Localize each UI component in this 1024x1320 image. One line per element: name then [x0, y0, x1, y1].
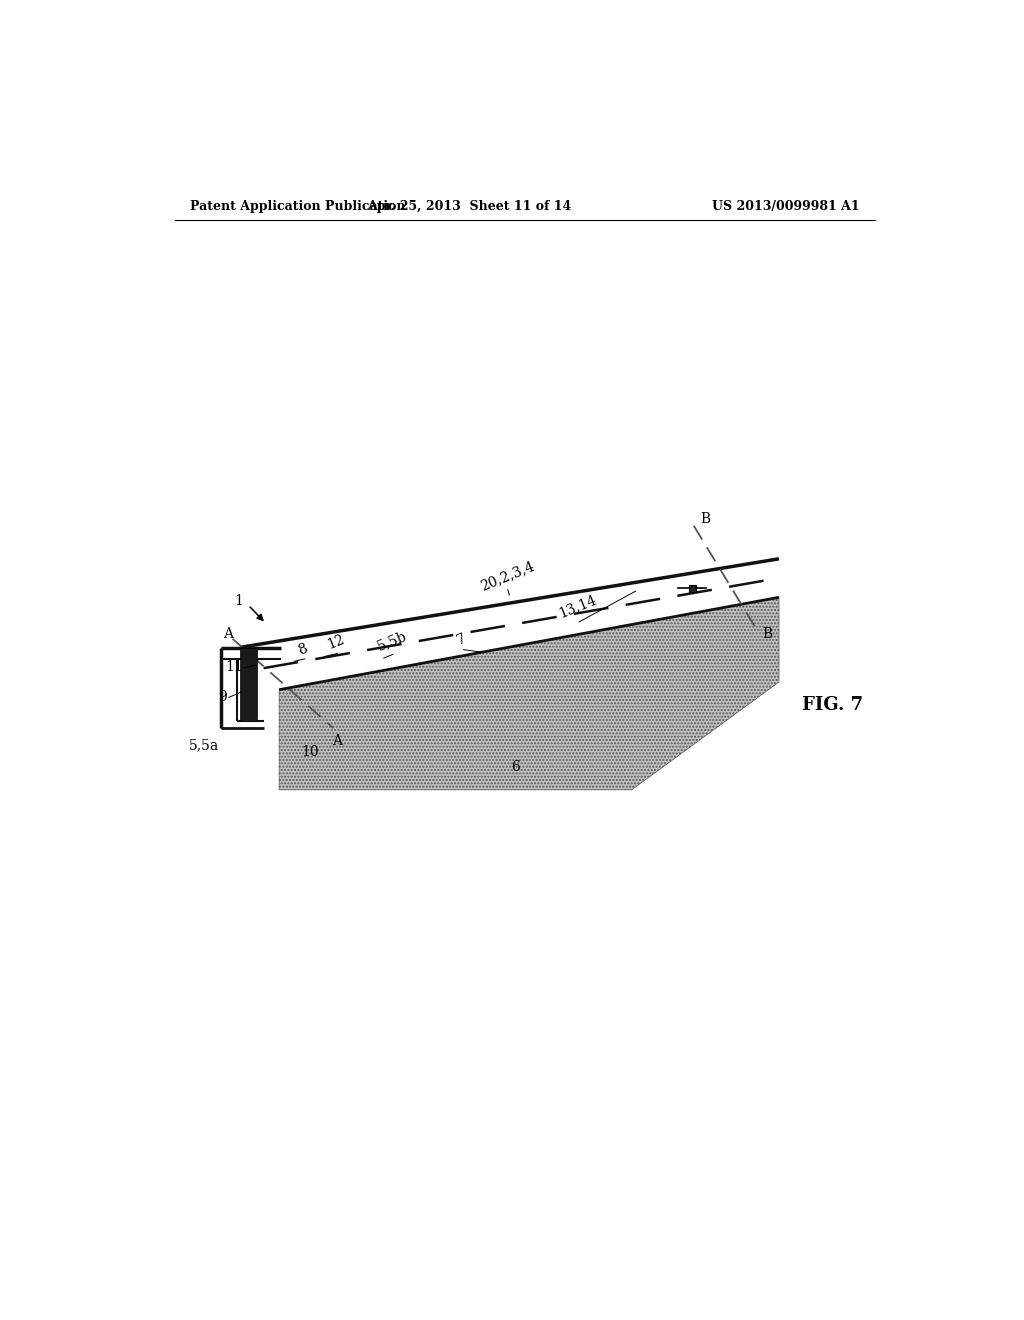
Text: 8: 8	[296, 642, 309, 657]
Polygon shape	[280, 597, 779, 789]
Text: 11: 11	[225, 660, 243, 673]
Text: Patent Application Publication: Patent Application Publication	[190, 199, 406, 213]
Text: 13,14: 13,14	[556, 593, 599, 620]
Text: B: B	[700, 512, 711, 525]
Text: 10: 10	[301, 744, 318, 759]
Text: A: A	[222, 627, 232, 642]
Text: US 2013/0099981 A1: US 2013/0099981 A1	[712, 199, 859, 213]
Text: 9: 9	[218, 690, 227, 705]
Text: FIG. 7: FIG. 7	[802, 696, 863, 714]
Text: A: A	[332, 734, 342, 748]
Text: 5,5b: 5,5b	[375, 628, 409, 653]
Text: Apr. 25, 2013  Sheet 11 of 14: Apr. 25, 2013 Sheet 11 of 14	[368, 199, 571, 213]
Text: 20,2,3,4: 20,2,3,4	[478, 560, 537, 594]
Text: 7: 7	[455, 632, 468, 648]
Bar	[241, 648, 257, 721]
Text: 1: 1	[233, 594, 243, 609]
Text: 5,5a: 5,5a	[188, 738, 219, 752]
Text: 6: 6	[511, 760, 520, 774]
Bar	[689, 585, 695, 591]
Text: B: B	[762, 627, 772, 642]
Text: 12: 12	[325, 632, 346, 652]
